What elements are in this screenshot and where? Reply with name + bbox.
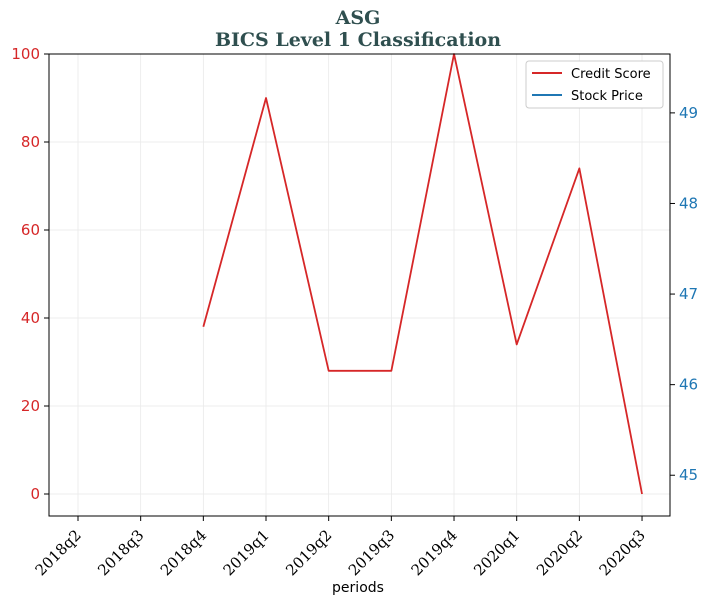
y-left-tick-label: 80 [21, 133, 40, 151]
y-left-tick-label: 40 [21, 309, 40, 327]
grid-layer [49, 53, 670, 516]
x-tick-label: 2020q2 [533, 526, 586, 579]
x-tick-label: 2020q3 [596, 526, 649, 579]
legend-label-stock-price: Stock Price [571, 89, 643, 104]
series-layer [202, 53, 643, 495]
x-tick-label: 2018q2 [32, 526, 85, 579]
y-left-tick-label: 100 [11, 45, 40, 63]
y-right-tick-label: 45 [679, 466, 698, 484]
x-tick-label: 2018q3 [94, 526, 147, 579]
x-tick-label: 2019q1 [220, 526, 273, 579]
x-tick-label: 2019q3 [345, 526, 398, 579]
right-axis: 45 46 47 48 49 [670, 104, 698, 484]
y-right-tick-label: 47 [679, 285, 698, 303]
plot-frame [48, 53, 671, 517]
y-right-tick-label: 48 [679, 194, 698, 212]
x-axis: 2018q2 2018q3 2018q4 2019q1 2019q2 2019q3 2019… [32, 516, 649, 579]
chart-title-line2: BICS Level 1 Classification [215, 29, 501, 51]
left-axis: 0 20 40 60 80 100 [11, 45, 49, 503]
legend: Credit Score Stock Price [525, 60, 664, 109]
legend-label-credit-score: Credit Score [571, 67, 651, 82]
x-tick-label: 2018q4 [157, 526, 210, 579]
y-right-tick-label: 49 [679, 104, 698, 122]
y-left-tick-label: 20 [21, 397, 40, 415]
chart-title-line1: ASG [335, 7, 381, 29]
y-right-tick-label: 46 [679, 376, 698, 394]
x-tick-label: 2019q2 [282, 526, 335, 579]
x-tick-label: 2019q4 [408, 526, 461, 579]
x-tick-label: 2020q1 [470, 526, 523, 579]
series-line-credit-score [202, 53, 643, 495]
x-axis-label: periods [332, 580, 384, 596]
y-left-tick-label: 0 [30, 485, 40, 503]
y-left-tick-label: 60 [21, 221, 40, 239]
